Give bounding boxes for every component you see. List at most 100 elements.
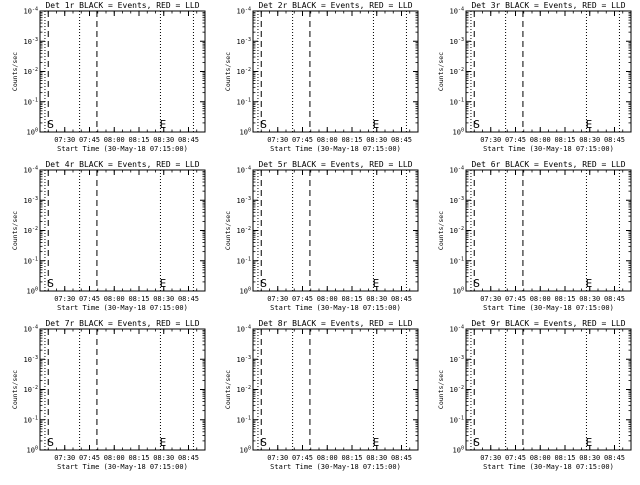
- x-tick-label: 08:45: [178, 454, 199, 462]
- y-tick-label: 10-2: [24, 226, 38, 235]
- x-tick-label: 07:30: [267, 454, 288, 462]
- x-tick-label: 08:00: [104, 454, 125, 462]
- x-tick-label: 08:30: [366, 295, 387, 303]
- x-tick-label: 08:30: [579, 136, 600, 144]
- y-tick-label: 10-3: [24, 37, 38, 46]
- y-tick-label: 10-4: [24, 166, 38, 175]
- y-tick-label: 10-4: [450, 325, 464, 334]
- panel-det-4: Det 4r BLACK = Events, RED = LLD 100 10-1 1…: [11, 160, 206, 312]
- x-tick-label: 07:30: [54, 295, 75, 303]
- x-tick-label: 07:45: [292, 454, 313, 462]
- plot-frame: [465, 328, 632, 451]
- y-tick-label: 10-1: [237, 256, 251, 265]
- y-tick-label: 10-4: [450, 166, 464, 175]
- x-tick-label: 07:30: [267, 295, 288, 303]
- marker-label-s: S: [260, 118, 267, 131]
- y-tick-label: 100: [27, 446, 38, 455]
- panel-title: Det 7r BLACK = Events, RED = LLD: [45, 319, 199, 328]
- panel-det-8: Det 8r BLACK = Events, RED = LLD 100 10-1 1…: [224, 319, 419, 471]
- marker-label-s: S: [47, 436, 54, 449]
- x-axis-label: Start Time (30-May-18 07:15:00): [483, 304, 614, 312]
- x-tick-label: 08:15: [128, 454, 149, 462]
- x-tick-label: 08:15: [341, 136, 362, 144]
- x-tick-label: 08:15: [554, 295, 575, 303]
- marker-label-s: S: [473, 118, 480, 131]
- panel-det-5: Det 5r BLACK = Events, RED = LLD 100 10-1 1…: [224, 160, 419, 312]
- marker-label-e: E: [373, 277, 380, 290]
- y-tick-label: 10-4: [237, 166, 251, 175]
- y-axis-label: Counts/sec: [11, 370, 19, 409]
- y-axis-label: Counts/sec: [224, 370, 232, 409]
- marker-label-s: S: [260, 436, 267, 449]
- plot-frame: [39, 328, 206, 451]
- y-tick-label: 10-2: [237, 67, 251, 76]
- y-tick-label: 10-4: [237, 7, 251, 16]
- y-axis-label: Counts/sec: [11, 211, 19, 250]
- x-tick-label: 07:30: [480, 136, 501, 144]
- marker-label-e: E: [373, 118, 380, 131]
- y-axis-label: Counts/sec: [224, 211, 232, 250]
- y-axis-label: Counts/sec: [437, 211, 445, 250]
- x-tick-label: 08:45: [604, 136, 625, 144]
- x-tick-label: 07:30: [480, 454, 501, 462]
- y-tick-label: 10-4: [24, 325, 38, 334]
- y-tick-label: 10-4: [24, 7, 38, 16]
- x-tick-label: 08:45: [391, 136, 412, 144]
- y-tick-label: 10-3: [450, 196, 464, 205]
- y-tick-label: 10-2: [24, 67, 38, 76]
- y-axis-label: Counts/sec: [224, 52, 232, 91]
- marker-label-e: E: [586, 118, 593, 131]
- panel-det-2: Det 2r BLACK = Events, RED = LLD 100 10-1 1…: [224, 1, 419, 153]
- x-tick-label: 07:45: [292, 295, 313, 303]
- y-tick-label: 10-1: [450, 256, 464, 265]
- x-tick-label: 07:30: [267, 136, 288, 144]
- x-tick-label: 08:00: [317, 295, 338, 303]
- panel-title: Det 3r BLACK = Events, RED = LLD: [471, 1, 625, 10]
- y-tick-label: 10-2: [450, 67, 464, 76]
- marker-label-e: E: [160, 277, 167, 290]
- y-tick-label: 10-4: [237, 325, 251, 334]
- x-axis-label: Start Time (30-May-18 07:15:00): [57, 145, 188, 153]
- x-tick-label: 08:30: [579, 295, 600, 303]
- panel-det-1: Det 1r BLACK = Events, RED = LLD 100 10-1 1…: [11, 1, 206, 153]
- x-axis-label: Start Time (30-May-18 07:15:00): [270, 145, 401, 153]
- x-tick-label: 07:45: [79, 136, 100, 144]
- panel-title: Det 8r BLACK = Events, RED = LLD: [258, 319, 412, 328]
- x-tick-label: 08:15: [128, 295, 149, 303]
- panel-title: Det 9r BLACK = Events, RED = LLD: [471, 319, 625, 328]
- y-tick-label: 10-2: [237, 385, 251, 394]
- x-tick-label: 08:00: [530, 454, 551, 462]
- x-tick-label: 08:45: [391, 454, 412, 462]
- y-tick-label: 10-3: [237, 196, 251, 205]
- y-tick-label: 100: [240, 128, 251, 137]
- x-tick-label: 08:15: [554, 454, 575, 462]
- x-tick-label: 08:30: [153, 136, 174, 144]
- x-tick-label: 07:45: [79, 295, 100, 303]
- x-tick-label: 08:45: [604, 295, 625, 303]
- marker-label-s: S: [473, 436, 480, 449]
- y-tick-label: 100: [27, 128, 38, 137]
- x-tick-label: 08:45: [178, 295, 199, 303]
- marker-label-e: E: [586, 277, 593, 290]
- panel-title: Det 1r BLACK = Events, RED = LLD: [45, 1, 199, 10]
- y-axis-label: Counts/sec: [437, 370, 445, 409]
- x-axis-label: Start Time (30-May-18 07:15:00): [57, 463, 188, 471]
- y-tick-label: 10-3: [450, 37, 464, 46]
- x-tick-label: 08:15: [128, 136, 149, 144]
- x-tick-label: 07:45: [292, 136, 313, 144]
- x-tick-label: 07:45: [79, 454, 100, 462]
- panel-title: Det 2r BLACK = Events, RED = LLD: [258, 1, 412, 10]
- x-tick-label: 08:00: [104, 136, 125, 144]
- panel-title: Det 6r BLACK = Events, RED = LLD: [471, 160, 625, 169]
- panel-det-3: Det 3r BLACK = Events, RED = LLD 100 10-1 1…: [437, 1, 632, 153]
- x-tick-label: 08:30: [153, 454, 174, 462]
- x-tick-label: 08:00: [317, 454, 338, 462]
- x-tick-label: 07:45: [505, 454, 526, 462]
- x-tick-label: 08:30: [366, 454, 387, 462]
- y-tick-label: 100: [240, 446, 251, 455]
- panel-det-6: Det 6r BLACK = Events, RED = LLD 100 10-1 1…: [437, 160, 632, 312]
- plot-frame: [465, 169, 632, 292]
- y-tick-label: 10-1: [450, 97, 464, 106]
- x-axis-label: Start Time (30-May-18 07:15:00): [270, 304, 401, 312]
- plot-frame: [252, 328, 419, 451]
